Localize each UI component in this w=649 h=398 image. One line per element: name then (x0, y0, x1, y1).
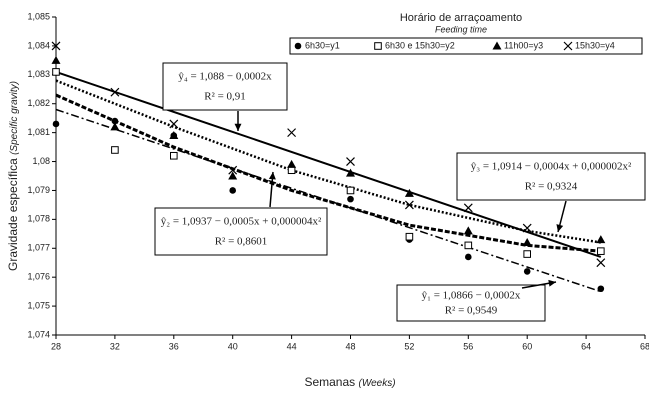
arrow-head (548, 279, 556, 287)
point (51, 41, 61, 51)
equation: ŷ₃ = 1,0914 − 0,0004x + 0,000002x² (471, 161, 632, 173)
point (169, 131, 179, 140)
point (523, 250, 532, 258)
y-tick-label: 1,079 (27, 185, 50, 195)
x-tick-label: 44 (287, 341, 297, 351)
x-tick-label: 64 (581, 341, 591, 351)
point (111, 117, 119, 125)
point (346, 157, 355, 166)
y-tick-label: 1,076 (27, 272, 50, 282)
point (597, 247, 605, 255)
point (522, 223, 532, 233)
x-tick-label: 40 (228, 341, 238, 351)
point (596, 235, 606, 244)
point (52, 120, 60, 128)
fit-line (55, 108, 602, 293)
r-squared: R² = 0,8601 (215, 235, 268, 247)
legend-label: 11h00=y3 (504, 40, 543, 50)
equation-box (456, 152, 646, 201)
point (597, 285, 605, 293)
point (346, 186, 355, 195)
y-tick-label: 1,085 (27, 11, 50, 21)
y-label: Gravidade específica (6, 158, 20, 271)
point (492, 41, 502, 50)
equation: ŷ₂ = 1,0937 − 0,0005x + 0,000004x² (161, 216, 322, 228)
point (347, 195, 354, 203)
point (52, 68, 60, 76)
point (346, 168, 355, 177)
point (465, 253, 472, 261)
x-tick-label: 36 (169, 341, 179, 351)
point (287, 128, 297, 138)
point (110, 87, 120, 97)
x-tick-label: 52 (404, 341, 414, 351)
y-tick-label: 1,077 (27, 243, 50, 253)
legend-label: 6h30 e 15h30=y2 (385, 40, 455, 50)
legend-label: 15h30=y4 (575, 40, 615, 50)
x-tick-label: 56 (463, 341, 473, 351)
arrow-head (234, 123, 242, 131)
arrow-head (268, 172, 276, 180)
point (404, 200, 414, 210)
y-tick-label: 1,075 (27, 300, 50, 310)
x-label: Semanas (304, 375, 355, 389)
point (228, 165, 238, 175)
point (228, 171, 238, 180)
x-tick-label: 68 (640, 341, 649, 351)
point (463, 226, 473, 235)
point (463, 203, 473, 213)
point (464, 241, 473, 250)
equation-box (162, 62, 288, 111)
point (596, 258, 606, 268)
x-label-en: (Weeks) (359, 378, 396, 389)
point (294, 42, 302, 50)
y-tick-label: 1,078 (27, 214, 50, 224)
fit-line (55, 70, 602, 258)
y-tick-label: 1,083 (27, 69, 50, 79)
y-tick-label: 1,074 (27, 329, 50, 339)
y-tick-label: 1,081 (27, 127, 50, 137)
point (110, 122, 120, 131)
x-tick-label: 28 (51, 341, 61, 351)
point (111, 146, 119, 154)
equation-box (396, 284, 546, 322)
point (170, 151, 178, 160)
legend-box (289, 37, 643, 55)
y-axis-label: Gravidade específica (Specific gravity) (6, 81, 20, 271)
y-label-en: (Specific gravity) (9, 81, 20, 155)
legend-label: 6h30=y1 (305, 40, 340, 50)
r-squared: R² = 0,9549 (445, 304, 498, 316)
x-tick-label: 48 (345, 341, 355, 351)
point (374, 42, 382, 50)
point (404, 188, 414, 197)
point (563, 41, 573, 51)
arrow-head (556, 224, 564, 232)
point (522, 237, 532, 246)
y-tick-label: 1,084 (27, 40, 50, 50)
equation: ŷ₁ = 1,0866 − 0,0002x (422, 289, 521, 301)
equation-box (154, 207, 328, 256)
fit-line (55, 93, 601, 253)
point (405, 232, 414, 241)
y-tick-label: 1,082 (27, 98, 50, 108)
point (169, 119, 179, 129)
y-tick-label: 1,08 (32, 156, 50, 166)
r-squared: R² = 0,9324 (525, 180, 578, 192)
point (523, 268, 531, 275)
legend-title: Horário de arraçoamento (400, 12, 522, 24)
point (287, 159, 297, 168)
point (51, 55, 61, 64)
r-squared: R² = 0,91 (204, 90, 246, 102)
point (229, 187, 236, 194)
x-axis-label: Semanas (Weeks) (304, 375, 395, 389)
x-tick-label: 32 (110, 341, 120, 351)
legend-subtitle: Feeding time (435, 24, 487, 34)
equation: ŷ₄ = 1,088 − 0,0002x (178, 71, 272, 83)
x-tick-label: 60 (522, 341, 532, 351)
